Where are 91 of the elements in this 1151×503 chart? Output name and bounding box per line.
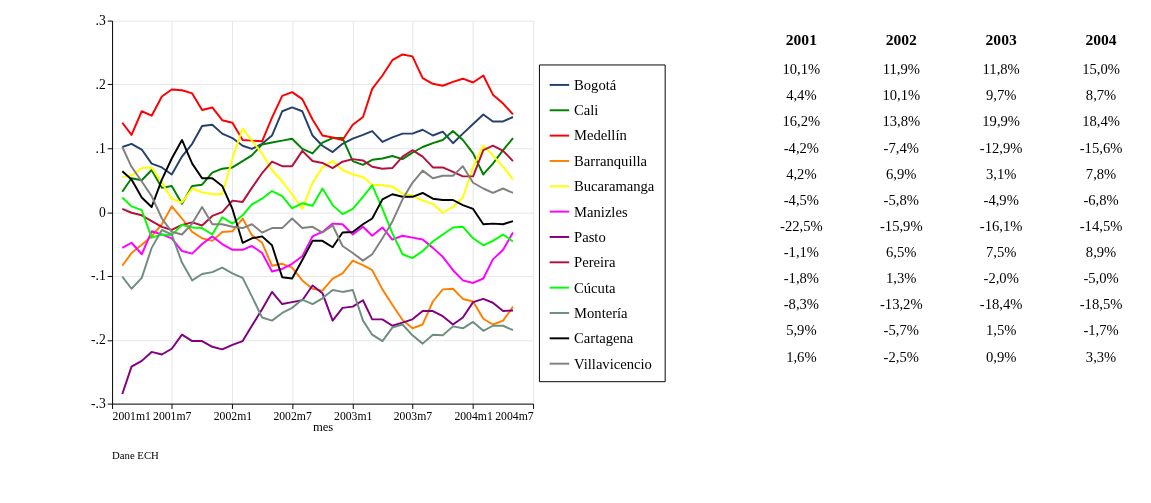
legend-label: Pereira — [574, 254, 616, 271]
data-label: -4,9% — [983, 191, 1019, 208]
data-label: -2,0% — [983, 270, 1019, 287]
data-label: 3,3% — [1085, 348, 1117, 365]
line-series — [121, 284, 514, 396]
data-label: -2,5% — [883, 348, 919, 365]
x-tick-label: 2004m1 — [454, 409, 493, 423]
data-label: -16,1% — [979, 217, 1023, 234]
legend-label: Barranquilla — [574, 152, 648, 169]
x-tick-label: 2002m1 — [213, 409, 253, 423]
data-label: 6,9% — [886, 165, 917, 182]
data-label: -15,6% — [1079, 139, 1123, 156]
y-tick-label: -.1 — [90, 268, 106, 284]
legend-label: Montería — [574, 304, 629, 321]
data-label: 9,7% — [985, 87, 1017, 104]
data-label: 16,2% — [782, 113, 821, 130]
legend-label: Bogotá — [574, 76, 617, 93]
x-tick-label: 2001m7 — [153, 409, 192, 423]
data-label: 11,9% — [882, 61, 920, 78]
data-label: -1,1% — [783, 244, 820, 261]
data-label: 10,1% — [782, 61, 821, 78]
data-label: 8,9% — [1085, 244, 1117, 261]
data-label: -4,2% — [783, 139, 820, 156]
data-label: -4,5% — [783, 191, 820, 208]
y-tick-label: .3 — [95, 13, 106, 28]
data-label: 19,9% — [982, 113, 1021, 130]
y-tick-label: -.3 — [90, 396, 106, 412]
x-tick-label: 2003m1 — [334, 409, 373, 423]
data-label: -1,7% — [1083, 322, 1119, 339]
y-tick-label: .2 — [95, 76, 106, 92]
line-series — [121, 184, 514, 260]
x-tick-label: 2003m7 — [393, 409, 433, 423]
data-label: 6,5% — [886, 244, 917, 261]
legend-label: Cúcuta — [574, 279, 616, 296]
x-tick-label: 2004m7 — [495, 409, 534, 423]
data-label: 11,8% — [982, 61, 1020, 78]
data-label: -5,7% — [883, 322, 919, 339]
x-tick-label: 2004 — [1085, 31, 1117, 49]
data-label: -1,8% — [783, 270, 820, 287]
data-label: 10,1% — [882, 87, 921, 104]
data-label: 8,7% — [1085, 87, 1117, 104]
line-series — [121, 106, 514, 176]
x-tick-label: 2002m7 — [273, 409, 312, 423]
line-series — [121, 222, 514, 284]
data-label: -14,5% — [1079, 217, 1123, 234]
data-label: 1,6% — [786, 348, 817, 365]
data-label: 1,5% — [985, 322, 1017, 339]
line-series — [121, 53, 514, 143]
data-label: -5,0% — [1083, 270, 1119, 287]
data-label: 13,8% — [882, 113, 921, 130]
line-series — [121, 144, 514, 231]
y-tick-label: .1 — [95, 140, 106, 156]
line-series — [121, 139, 514, 280]
y-tick-label: 0 — [98, 204, 106, 220]
x-tick-label: 2002 — [885, 31, 918, 49]
data-label: 7,5% — [985, 244, 1017, 261]
legend-label: Cartagena — [574, 330, 634, 347]
x-tick-label: 2003 — [985, 31, 1017, 49]
data-label: 7,8% — [1085, 165, 1117, 182]
data-label: 0,9% — [985, 348, 1017, 365]
x-tick-label: 2001 — [785, 31, 817, 49]
data-label: -15,9% — [879, 217, 923, 234]
y-tick-label: -.2 — [90, 332, 106, 348]
data-label: -7,4% — [883, 139, 919, 156]
legend-label: Manizles — [574, 203, 628, 220]
data-label: 5,9% — [786, 322, 817, 339]
x-tick-label: 2001m1 — [112, 409, 152, 423]
data-label: 1,3% — [886, 270, 917, 287]
legend-label: Bucaramanga — [574, 178, 655, 195]
data-label: -5,8% — [883, 191, 919, 208]
legend-label: Pasto — [574, 228, 606, 245]
x-axis-title: mes — [312, 420, 334, 435]
line-series — [121, 205, 514, 330]
data-label: -13,2% — [879, 296, 923, 313]
data-label: 3,1% — [985, 165, 1017, 182]
data-label: 15,0% — [1082, 61, 1120, 78]
data-label: 4,2% — [786, 165, 817, 182]
data-label: 4,4% — [786, 87, 817, 104]
data-label: -8,3% — [783, 296, 820, 313]
data-label: -22,5% — [780, 217, 823, 234]
data-label: -18,4% — [979, 296, 1023, 313]
legend-label: Cali — [574, 102, 599, 119]
legend-label: Villavicencio — [574, 355, 652, 372]
line-series — [121, 146, 514, 262]
data-label: -12,9% — [979, 139, 1023, 156]
text: Dane ECH — [112, 449, 160, 462]
line-series — [121, 229, 514, 345]
data-label: -18,5% — [1079, 296, 1123, 313]
data-label: 18,4% — [1082, 113, 1120, 130]
legend-label: Medellín — [574, 127, 628, 144]
data-label: -6,8% — [1083, 191, 1119, 208]
